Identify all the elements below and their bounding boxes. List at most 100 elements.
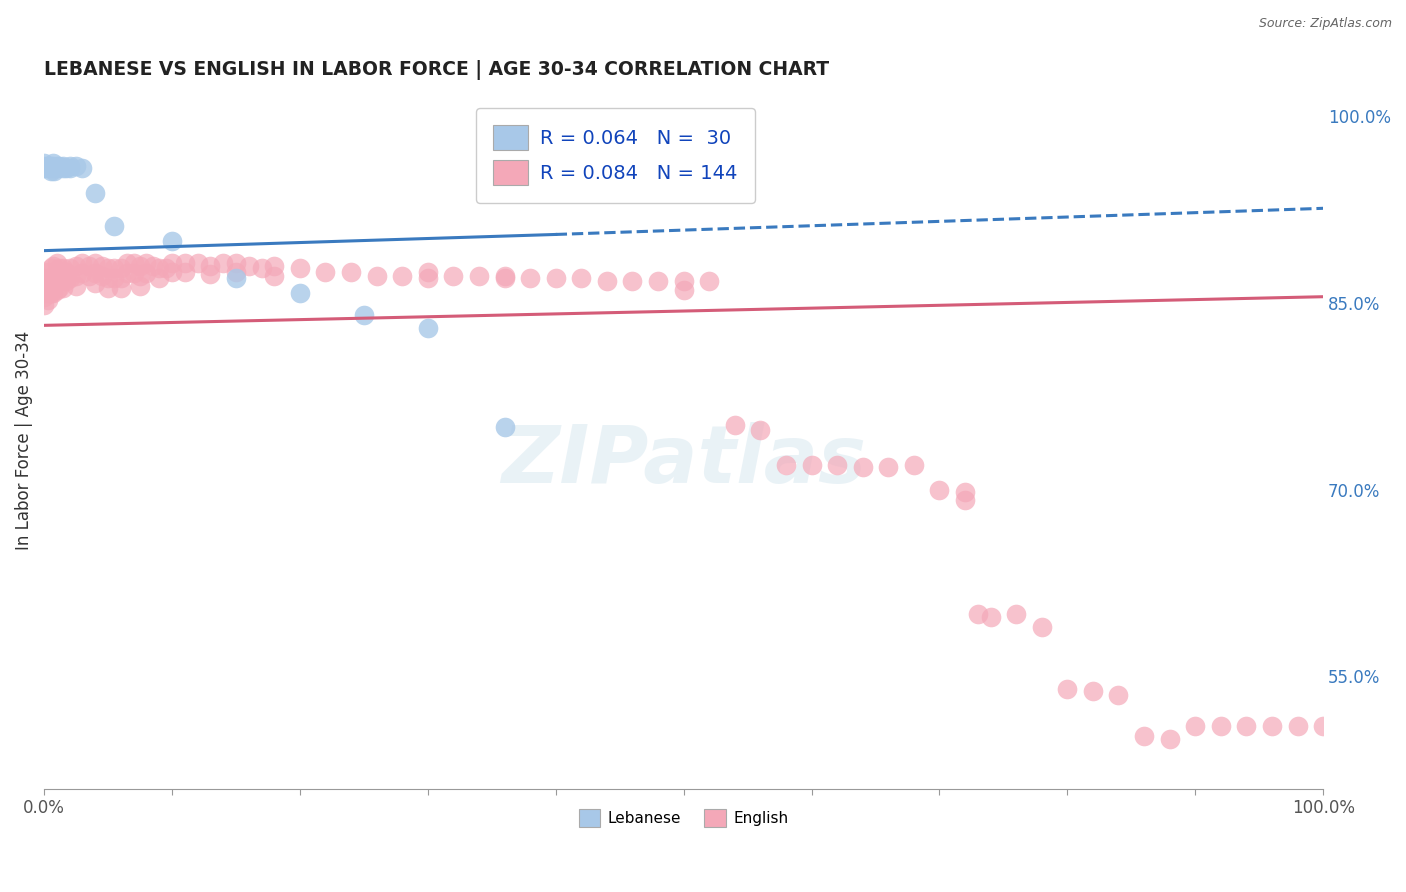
Text: LEBANESE VS ENGLISH IN LABOR FORCE | AGE 30-34 CORRELATION CHART: LEBANESE VS ENGLISH IN LABOR FORCE | AGE… (44, 60, 830, 79)
Point (103, 261, 125, 276)
Point (1031, 620, 1053, 634)
Point (42, 268, 65, 283)
Point (37, 161, 59, 176)
Point (39, 285, 62, 300)
Point (45, 284, 67, 298)
Point (238, 259, 260, 273)
Point (37, 265, 59, 279)
Point (173, 265, 195, 279)
Point (852, 460, 875, 475)
Point (84, 266, 107, 280)
Point (135, 256, 157, 270)
Point (697, 273, 720, 287)
Point (441, 268, 464, 283)
Point (84, 276, 107, 290)
Point (173, 256, 195, 270)
Point (250, 261, 273, 276)
Point (621, 273, 644, 287)
Point (416, 271, 439, 285)
Point (966, 607, 988, 622)
Point (1286, 719, 1309, 733)
Point (825, 458, 848, 472)
Point (37, 159, 59, 173)
Point (42, 277, 65, 292)
Point (468, 268, 491, 283)
Point (32, 161, 55, 176)
Point (1184, 719, 1206, 733)
Point (44, 164, 66, 178)
Point (122, 266, 145, 280)
Point (32, 298, 55, 312)
Point (45, 161, 67, 176)
Point (672, 284, 695, 298)
Point (90, 268, 112, 283)
Point (42, 159, 65, 173)
Point (42, 259, 65, 273)
Point (160, 234, 183, 248)
Point (1209, 719, 1232, 733)
Point (48, 159, 70, 173)
Point (391, 268, 413, 283)
Point (315, 265, 337, 279)
Point (39, 261, 62, 276)
Point (340, 265, 363, 279)
Point (1108, 688, 1130, 702)
Point (37, 281, 59, 295)
Point (59, 261, 82, 276)
Point (90, 259, 112, 273)
Point (263, 259, 285, 273)
Point (647, 273, 669, 287)
Point (494, 268, 516, 283)
Text: ZIPatlas: ZIPatlas (501, 422, 866, 500)
Point (97, 281, 120, 295)
Point (1133, 729, 1156, 743)
Point (32, 290, 55, 304)
Point (494, 420, 516, 434)
Point (52, 161, 75, 176)
Point (148, 261, 170, 276)
Point (39, 271, 62, 285)
Point (52, 271, 75, 285)
Point (39, 159, 62, 173)
Point (200, 259, 222, 273)
Point (37, 273, 59, 287)
Point (72, 266, 94, 280)
Point (44, 161, 66, 176)
Point (65, 268, 87, 283)
Point (32, 271, 55, 285)
Point (519, 271, 541, 285)
Point (953, 485, 976, 500)
Point (225, 265, 247, 279)
Point (187, 256, 209, 270)
Point (103, 219, 125, 233)
Point (416, 265, 439, 279)
Point (366, 268, 388, 283)
Point (160, 256, 183, 270)
Point (225, 271, 247, 285)
Point (129, 259, 152, 273)
Point (42, 156, 65, 170)
Legend: Lebanese, English: Lebanese, English (572, 804, 794, 833)
Point (953, 492, 976, 507)
Point (48, 261, 70, 276)
Point (52, 281, 75, 295)
Point (117, 256, 139, 270)
Point (129, 278, 152, 293)
Point (142, 259, 165, 273)
Point (45, 159, 67, 173)
Point (37, 293, 59, 308)
Point (775, 458, 797, 472)
Point (288, 261, 311, 276)
Point (800, 458, 823, 472)
Point (1056, 681, 1078, 696)
Point (32, 156, 55, 170)
Point (55, 161, 77, 176)
Point (672, 273, 695, 287)
Point (59, 159, 82, 173)
Point (122, 256, 145, 270)
Point (65, 278, 87, 293)
Point (72, 256, 94, 270)
Point (1312, 719, 1334, 733)
Point (77, 268, 100, 283)
Point (129, 268, 152, 283)
